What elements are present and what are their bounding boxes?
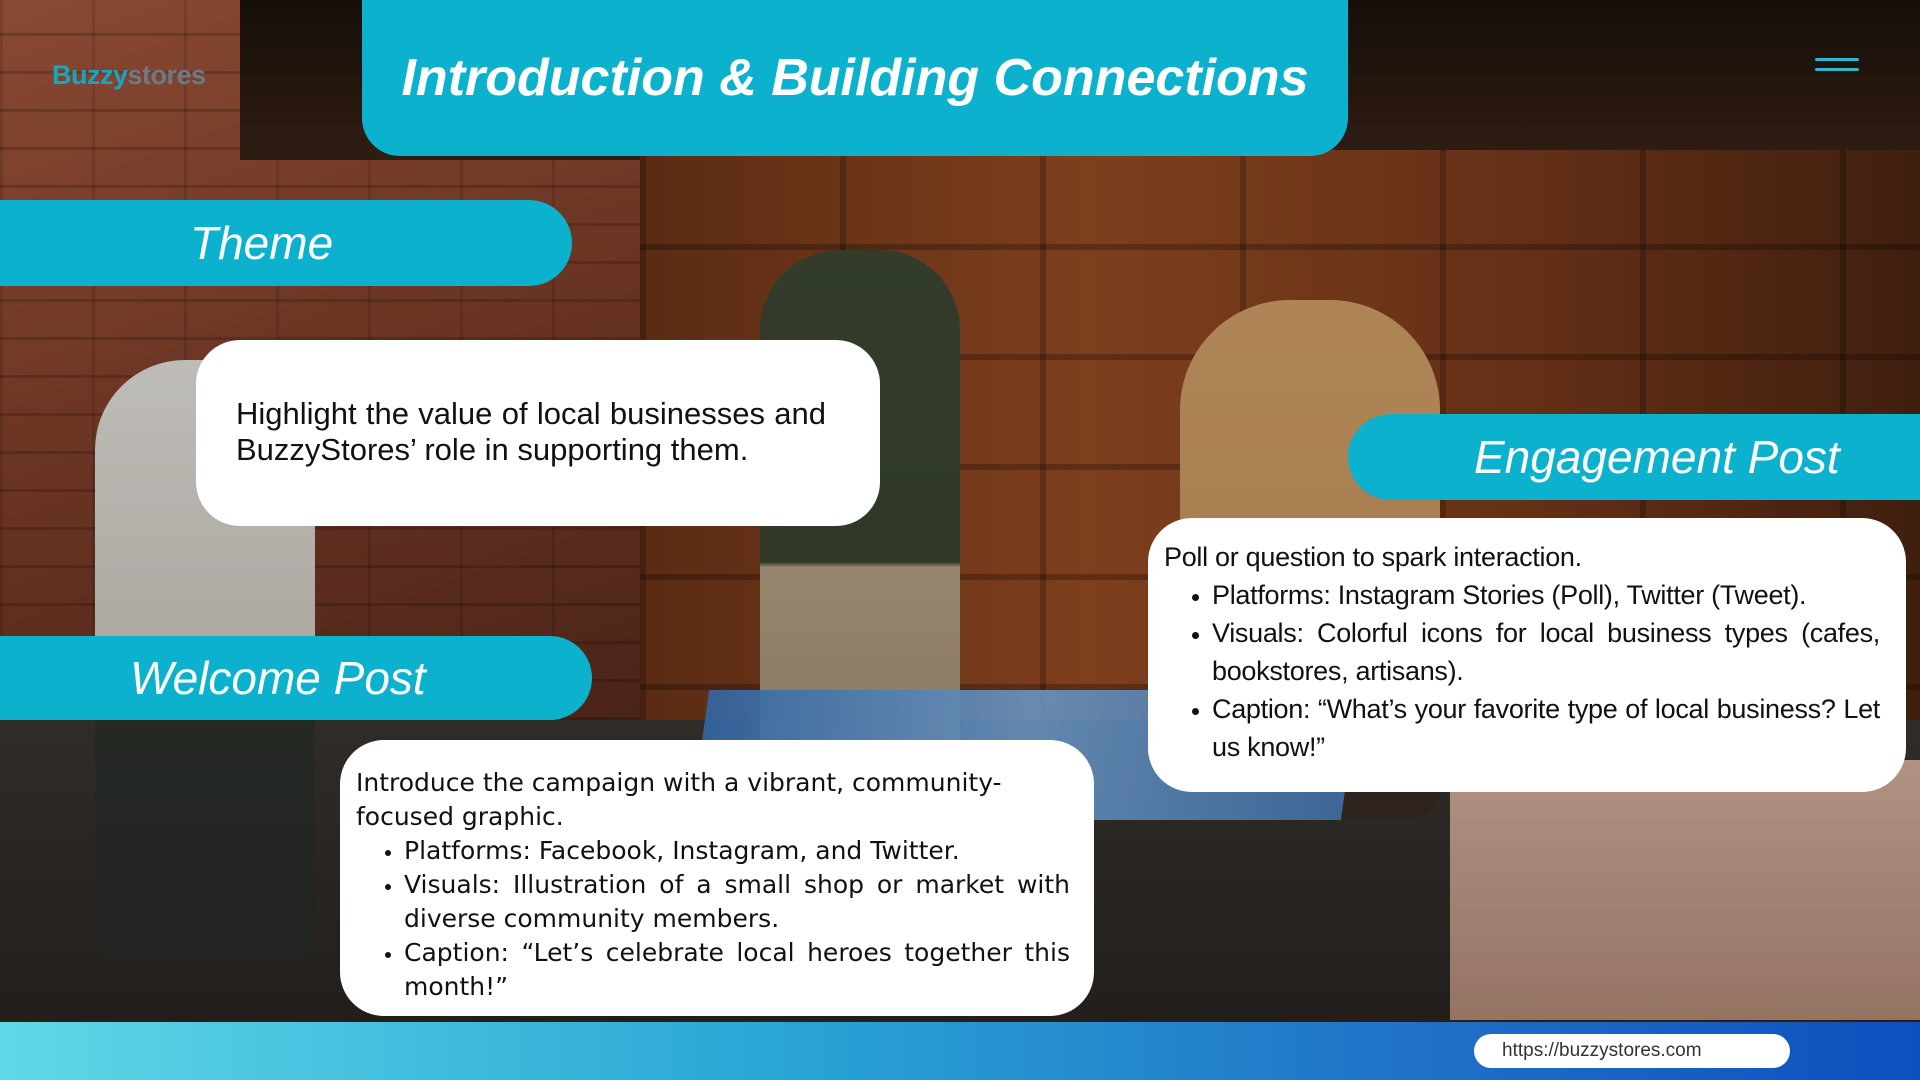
logo-part-1: Buzzy <box>52 60 128 90</box>
title-bar: Introduction & Building Connections <box>362 0 1348 156</box>
theme-text: Highlight the value of local businesses … <box>236 396 826 467</box>
website-url-link[interactable]: https://buzzystores.com <box>1474 1034 1790 1068</box>
list-item: Platforms: Facebook, Instagram, and Twit… <box>404 834 1070 868</box>
welcome-card: Introduce the campaign with a vibrant, c… <box>340 740 1094 1016</box>
logo-part-2: stores <box>127 60 207 90</box>
theme-card: Highlight the value of local businesses … <box>196 340 880 526</box>
list-item: Platforms: Instagram Stories (Poll), Twi… <box>1212 576 1880 614</box>
list-item: Caption: “What’s your favorite type of l… <box>1212 690 1880 766</box>
list-item: Visuals: Illustration of a small shop or… <box>404 868 1070 936</box>
menu-line <box>1815 58 1859 61</box>
cloth-rack <box>1450 760 1920 1020</box>
list-item: Visuals: Colorful icons for local busine… <box>1212 614 1880 690</box>
engagement-intro: Poll or question to spark interaction. <box>1164 542 1582 572</box>
engagement-bullets: Platforms: Instagram Stories (Poll), Twi… <box>1164 576 1880 766</box>
welcome-bullets: Platforms: Facebook, Instagram, and Twit… <box>356 834 1070 1004</box>
welcome-intro: Introduce the campaign with a vibrant, c… <box>356 768 1002 831</box>
list-item: Caption: “Let’s celebrate local heroes t… <box>404 936 1070 1004</box>
page-title: Introduction & Building Connections <box>401 49 1309 107</box>
welcome-label-pill: Welcome Post <box>0 636 592 720</box>
hamburger-menu-icon[interactable] <box>1815 58 1859 74</box>
logo[interactable]: Buzzystores <box>52 60 206 91</box>
menu-line <box>1815 68 1859 71</box>
engagement-label-pill: Engagement Post <box>1348 414 1920 500</box>
theme-label: Theme <box>190 217 334 269</box>
engagement-card: Poll or question to spark interaction. P… <box>1148 518 1906 792</box>
theme-label-pill: Theme <box>0 200 572 286</box>
welcome-label: Welcome Post <box>130 652 426 704</box>
engagement-label: Engagement Post <box>1474 431 1840 483</box>
